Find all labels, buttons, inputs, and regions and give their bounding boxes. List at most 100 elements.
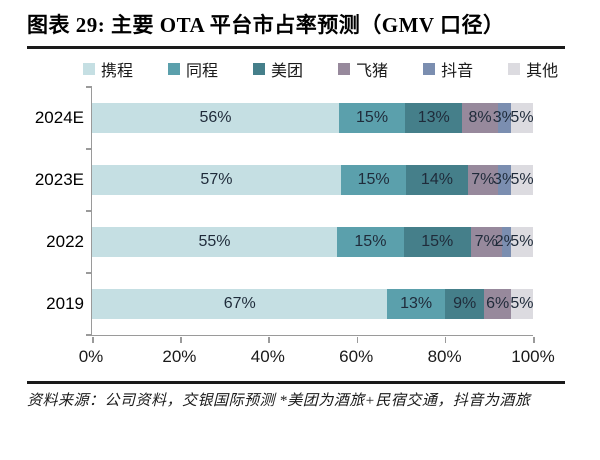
bar-row: 2024E 56% 15% 13% 8% 3% 5%: [35, 87, 534, 149]
stacked-bar: 57% 15% 14% 7% 3% 5%: [92, 165, 534, 195]
bar-segment: 3%: [493, 103, 516, 133]
x-axis-tick: [533, 337, 535, 343]
bar-segment-value: 56%: [199, 109, 232, 126]
x-axis-tick-label: 100%: [511, 347, 555, 366]
bar-segment-value: 7%: [471, 171, 495, 188]
stacked-bar: 55% 15% 15% 7% 2% 5%: [92, 227, 533, 257]
legend-label: 飞猪: [356, 63, 389, 80]
bar-segment-value: 5%: [510, 171, 534, 188]
bar-segment: 55%: [92, 227, 337, 257]
x-axis-tick: [180, 337, 182, 343]
category-label: 2022: [46, 232, 84, 251]
bar-segment-value: 57%: [200, 171, 233, 188]
bar-segment-value: 13%: [400, 295, 433, 312]
bar-segment: 3%: [493, 165, 516, 195]
bar-segment: 14%: [406, 165, 468, 195]
x-axis-tick-label: 0%: [78, 347, 104, 366]
legend-swatch: [338, 63, 351, 75]
bar-segment-value: 13%: [417, 109, 450, 126]
legend-swatch: [508, 63, 521, 75]
figure-title: 图表 29: 主要 OTA 平台市占率预测（GMV 口径）: [27, 13, 505, 37]
x-axis-tick-label: 40%: [250, 347, 285, 366]
bar-segment: 15%: [403, 227, 471, 257]
bar-segment-value: 5%: [510, 295, 534, 312]
x-axis-tick: [444, 337, 447, 343]
legend-item: 其他: [508, 57, 558, 81]
bar-segment-value: 5%: [510, 233, 534, 250]
bar-segment: 13%: [387, 289, 445, 319]
bar-segment: 56%: [92, 103, 339, 133]
bar-segment-value: 15%: [421, 233, 454, 250]
x-axis-tick-label: 80%: [427, 347, 462, 366]
source-note: 资料来源：公司资料，交银国际预测 *美团为酒旅+民宿交通，抖音为酒旅: [27, 393, 531, 409]
bar-segment: 5%: [510, 103, 534, 133]
legend-item: 美团: [253, 57, 303, 81]
bar-segment-value: 8%: [468, 109, 492, 126]
bar-segment: 15%: [338, 103, 406, 133]
footer-divider: [27, 381, 565, 384]
bar-row: 2019 67% 13% 9% 6% 5%: [46, 273, 534, 335]
legend-swatch: [423, 63, 436, 75]
bar-segment: 15%: [337, 227, 404, 257]
bar-segment: 57%: [92, 165, 341, 195]
legend-label: 抖音: [441, 63, 474, 80]
y-axis-tick: [86, 148, 92, 150]
y-axis-tick: [86, 334, 92, 336]
bar-segment-value: 3%: [492, 109, 516, 126]
bar-segment: 9%: [444, 289, 485, 319]
x-axis-labels: 0% 20% 40% 60% 80% 100%: [79, 347, 555, 369]
x-axis-tick: [356, 337, 359, 343]
stacked-bar-plot: 2024E 56% 15% 13% 8% 3% 5% 2023E 57% 15% 14% 7% 3% 5%…: [35, 86, 535, 343]
bar-segment-value: 15%: [357, 171, 390, 188]
legend-label: 携程: [101, 63, 134, 80]
x-axis-tick-label: 20%: [162, 347, 197, 366]
bar-segment-value: 55%: [198, 233, 231, 250]
bar-segment: 5%: [510, 227, 534, 257]
x-axis-tick: [268, 337, 270, 343]
bar-segment-value: 3%: [493, 171, 517, 188]
x-axis-tick-label: 60%: [339, 347, 374, 366]
bar-segment: 7%: [470, 227, 502, 257]
category-label: 2023E: [34, 170, 84, 189]
bar-segment-value: 14%: [420, 171, 453, 188]
bar-segment-value: 5%: [510, 109, 534, 126]
legend-item: 同程: [168, 57, 218, 81]
bar-segment-value: 67%: [223, 295, 256, 312]
bar-segment: 15%: [340, 165, 407, 195]
bar-segment: 5%: [510, 289, 534, 319]
legend-swatch: [168, 63, 181, 75]
bar-segment-value: 7%: [474, 233, 498, 250]
bar-row: 2023E 57% 15% 14% 7% 3% 5%: [35, 149, 534, 211]
bar-segment-value: 15%: [356, 109, 389, 126]
legend-item: 抖音: [423, 57, 473, 81]
bar-segment: 13%: [405, 103, 463, 133]
x-axis-tick: [92, 337, 94, 343]
bar-segment-value: 15%: [354, 233, 387, 250]
category-label: 2019: [46, 294, 84, 313]
figure-content: 图表 29: 主要 OTA 平台市占率预测（GMV 口径） 携程 同程 美团 飞猪 抖音…: [27, 13, 573, 409]
title-divider: [27, 46, 565, 49]
bar-segment-value: 9%: [453, 295, 477, 312]
bar-row: 2022 55% 15% 15% 7% 2% 5%: [46, 211, 533, 273]
stacked-bar: 67% 13% 9% 6% 5%: [92, 289, 534, 319]
bar-segment: 67%: [92, 289, 388, 319]
bar-segment: 6%: [484, 289, 511, 319]
legend-item: 飞猪: [338, 57, 388, 81]
legend-label: 其他: [526, 63, 559, 80]
bar-segment: 7%: [467, 165, 499, 195]
legend-swatch: [253, 63, 266, 75]
bar-segment: 8%: [462, 103, 498, 133]
category-label: 2024E: [34, 108, 84, 127]
y-axis-tick: [86, 210, 92, 212]
y-axis-tick: [86, 86, 92, 88]
chart-legend: 携程 同程 美团 飞猪 抖音 其他: [83, 57, 573, 81]
legend-label: 美团: [271, 63, 304, 80]
legend-item: 携程: [83, 57, 133, 81]
legend-swatch: [83, 63, 95, 75]
bar-segment: 5%: [510, 165, 534, 195]
y-axis-tick: [86, 272, 92, 274]
legend-label: 同程: [186, 63, 219, 80]
stacked-bar: 56% 15% 13% 8% 3% 5%: [92, 103, 534, 133]
bar-segment-value: 6%: [486, 295, 510, 312]
